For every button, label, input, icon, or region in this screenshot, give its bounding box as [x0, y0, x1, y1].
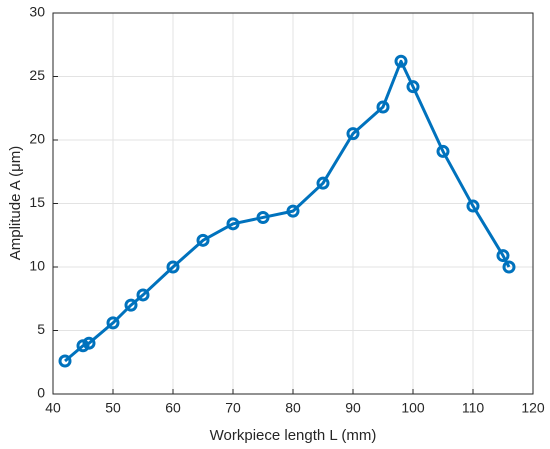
data-marker — [502, 260, 516, 274]
data-marker — [166, 260, 180, 274]
y-tick-label: 30 — [29, 4, 45, 20]
data-marker — [316, 176, 330, 190]
y-tick-label: 0 — [37, 385, 45, 401]
x-tick-label: 60 — [165, 400, 181, 416]
x-tick-label: 70 — [225, 400, 241, 416]
x-tick-label: 50 — [105, 400, 121, 416]
x-tick-label: 40 — [45, 400, 61, 416]
data-marker — [106, 316, 120, 330]
data-marker — [82, 336, 96, 350]
data-marker — [136, 288, 150, 302]
data-marker — [466, 199, 480, 213]
data-marker — [58, 354, 72, 368]
data-marker — [346, 127, 360, 141]
x-tick-label: 120 — [521, 400, 545, 416]
data-marker — [496, 249, 510, 263]
data-marker — [406, 80, 420, 94]
x-tick-label: 90 — [345, 400, 361, 416]
data-marker — [256, 210, 270, 224]
data-marker — [124, 298, 138, 312]
axes-box — [52, 12, 534, 395]
y-tick-label: 15 — [29, 194, 45, 210]
data-marker — [376, 100, 390, 114]
data-marker — [286, 204, 300, 218]
y-axis-label: Amplitude A (μm) — [7, 146, 24, 261]
data-marker — [196, 233, 210, 247]
data-marker — [394, 54, 408, 68]
y-tick-label: 10 — [29, 258, 45, 274]
data-marker — [226, 217, 240, 231]
y-tick-label: 5 — [37, 321, 45, 337]
x-tick-label: 110 — [462, 400, 485, 416]
data-marker — [436, 144, 450, 158]
x-tick-label: 100 — [401, 400, 425, 416]
y-tick-label: 20 — [29, 131, 45, 147]
x-axis-label: Workpiece length L (mm) — [210, 427, 377, 444]
x-tick-label: 80 — [285, 400, 301, 416]
y-tick-label: 25 — [29, 67, 45, 83]
